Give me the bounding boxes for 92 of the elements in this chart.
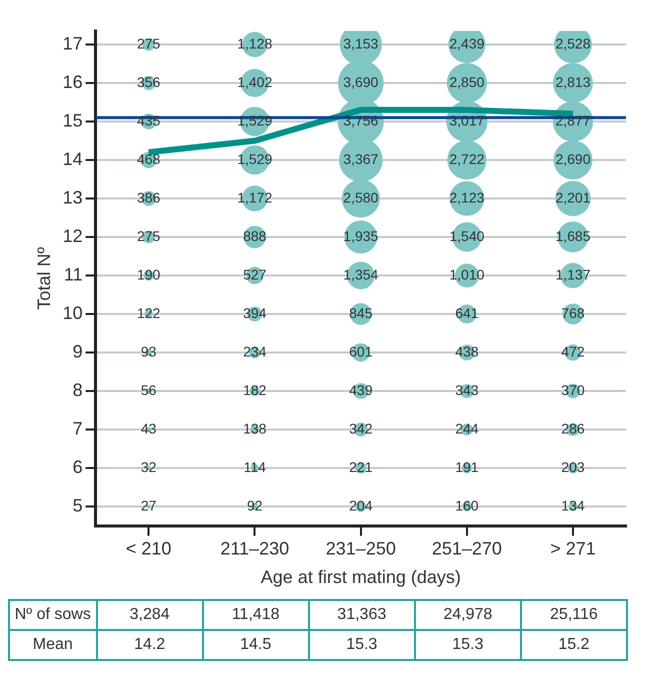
text: 25,116 — [550, 606, 598, 623]
data-label: 134 — [561, 497, 585, 514]
data-label: 641 — [455, 304, 479, 321]
text: Nº of sows — [9, 600, 97, 630]
data-label: 342 — [349, 420, 373, 436]
y-tick-label: 13 — [62, 187, 83, 208]
data-label: 2,580 — [343, 189, 379, 206]
data-label: 1,402 — [237, 74, 272, 90]
data-label: 1,354 — [343, 266, 379, 282]
data-label: 27 — [140, 497, 157, 514]
data-label: 286 — [561, 420, 585, 436]
data-label: 439 — [349, 382, 373, 398]
data-label: 122 — [136, 304, 161, 321]
data-label: 472 — [561, 343, 585, 360]
data-label: 2,722 — [449, 150, 485, 167]
data-label: 343 — [455, 382, 479, 398]
x-tick-label: < 210 — [126, 538, 172, 559]
data-label: 1,128 — [237, 35, 272, 52]
data-label: 527 — [243, 266, 267, 282]
data-label: 2,439 — [449, 35, 485, 52]
data-label: 92 — [246, 497, 263, 514]
data-label: 56 — [140, 382, 157, 398]
data-label: 191 — [455, 458, 479, 475]
y-tick-label: 12 — [62, 226, 83, 246]
data-label: 204 — [349, 497, 373, 514]
data-label: 601 — [349, 343, 373, 360]
data-label: 1,529 — [237, 150, 272, 167]
y-tick-label: 7 — [72, 418, 83, 439]
data-label: 14.2 — [96, 630, 203, 660]
data-label: 15.3 — [308, 630, 415, 660]
y-tick-label: 8 — [72, 380, 83, 400]
data-label: 244 — [455, 420, 479, 436]
text: 24,978 — [443, 606, 492, 623]
data-label: 2,123 — [449, 189, 485, 206]
data-label: 275 — [136, 35, 161, 52]
text: 31,363 — [337, 606, 386, 623]
x-tick-label: 211–230 — [220, 538, 290, 559]
data-label: 182 — [243, 382, 267, 398]
data-label: 3,690 — [343, 74, 379, 90]
data-label: 1,137 — [555, 266, 591, 282]
data-label: 3,153 — [343, 35, 379, 52]
x-tick-label: 231–250 — [326, 538, 396, 559]
data-label: 43 — [140, 420, 157, 436]
data-label: 93 — [140, 343, 157, 360]
data-label: 234 — [243, 343, 267, 360]
data-label: 386 — [136, 189, 161, 206]
data-label: 394 — [243, 304, 267, 321]
data-label: 114 — [244, 458, 266, 475]
data-label: 2,690 — [555, 150, 591, 167]
data-label: 468 — [136, 150, 161, 167]
y-tick-label: 14 — [62, 148, 83, 169]
y-tick-label: 17 — [62, 33, 83, 54]
data-label: 14.5 — [202, 630, 309, 660]
data-label: 275 — [136, 228, 161, 244]
text: 3,284 — [130, 606, 170, 623]
text: 11,418 — [232, 606, 280, 623]
data-label: 3,367 — [343, 150, 379, 167]
data-label: 15.3 — [414, 630, 521, 660]
y-tick-label: 11 — [64, 264, 83, 284]
y-tick-label: 6 — [72, 457, 83, 478]
data-label: 2,528 — [555, 35, 591, 52]
x-tick-label: > 271 — [550, 538, 596, 559]
data-label: 203 — [561, 458, 585, 475]
data-label: 32 — [140, 458, 157, 475]
x-axis-title: Age at first mating (days) — [260, 567, 461, 588]
y-tick-label: 10 — [62, 302, 83, 323]
data-label: 845 — [349, 304, 373, 321]
data-label: 2,850 — [449, 74, 485, 90]
y-tick-label: 9 — [72, 341, 83, 362]
y-tick-label: 5 — [72, 496, 83, 516]
data-label: 138 — [243, 420, 267, 436]
data-label: 370 — [561, 382, 585, 398]
data-label: 2,201 — [555, 189, 591, 206]
data-label: 1,685 — [555, 228, 591, 244]
data-label: 190 — [136, 266, 161, 282]
y-axis-title: Total Nº — [34, 246, 54, 310]
data-label: 1,010 — [449, 266, 485, 282]
data-label: 1,540 — [449, 228, 485, 244]
data-label: 2,813 — [555, 74, 591, 90]
y-tick-label: 16 — [62, 72, 83, 92]
data-label: 356 — [136, 74, 161, 90]
data-label: 1,172 — [237, 189, 272, 206]
data-label: 15.2 — [520, 630, 627, 660]
data-label: 768 — [561, 304, 585, 321]
data-label: 160 — [455, 497, 479, 514]
data-label: 438 — [455, 343, 479, 360]
x-tick-label: 251–270 — [432, 538, 502, 559]
data-label: 888 — [243, 228, 267, 244]
text: Mean — [9, 630, 97, 660]
data-label: 221 — [349, 458, 373, 475]
data-label: 1,935 — [343, 228, 379, 244]
y-tick-label: 15 — [62, 110, 83, 130]
